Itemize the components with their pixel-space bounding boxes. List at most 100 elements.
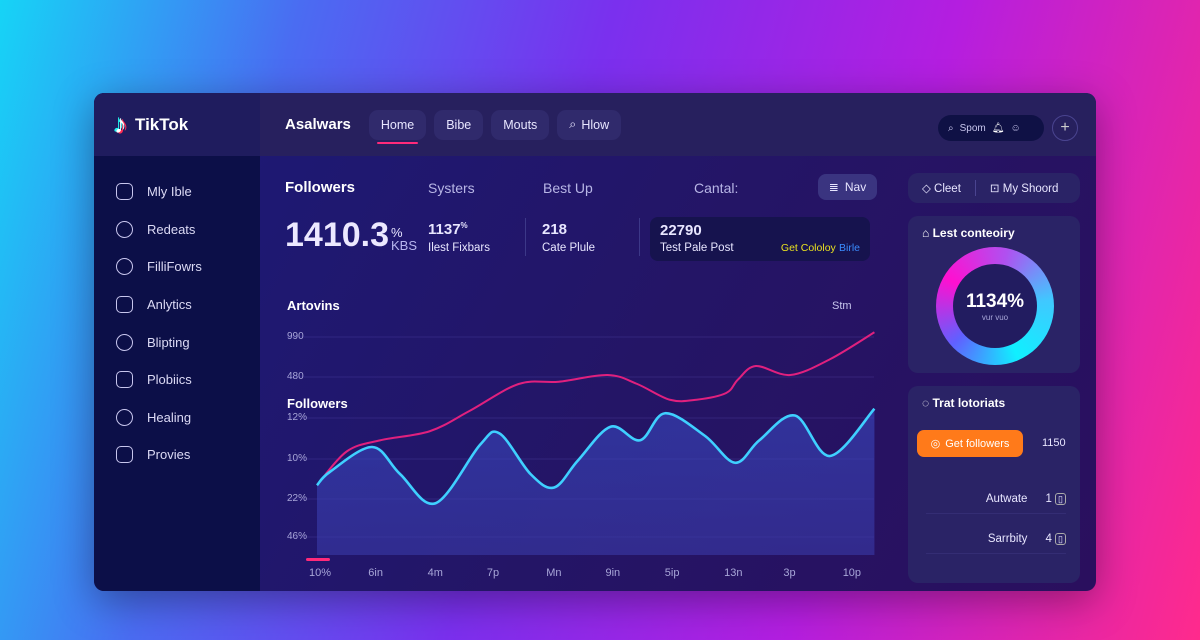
row-label: Autwate [985,492,1028,505]
tiktok-logo-icon: ♪ [114,109,127,139]
right-toolbar: ◇ Cleet ⊡ My Shoord [908,173,1080,203]
sidebar-item-label: Mly Ible [147,184,192,200]
search-text: Spom [959,122,986,134]
sidebar-item-0[interactable]: Mly Ible [116,173,202,211]
donut-ring: 1134% vur vuo [936,247,1054,365]
x-tick-label: Mn [546,567,562,579]
toggle-icon[interactable]: ▯ [1055,532,1066,545]
sidebar-item-label: Redeats [147,221,196,237]
list-icon [116,296,133,314]
followers-chart [287,331,876,555]
get-followers-label: Get followers [945,437,1010,450]
x-tick-label: 4m [427,567,443,579]
clear-button[interactable]: ◇ Cleet [922,183,961,195]
x-tick-label: 10% [309,567,332,579]
stat-value: 218 [542,221,568,238]
y-tick-label: 46% [287,531,308,542]
smile-icon [116,408,133,426]
dashboard-window: ♪ TikTok Mly Ible Redeats FilliFowrs Anly… [94,93,1096,591]
series-line-1 [316,407,876,506]
stat-value: 1137 [428,221,461,238]
y-tick-label: 480 [287,371,304,382]
y-tick-label: 12% [287,412,308,423]
row-value: 4 [1045,532,1052,545]
main-stat: 1410.3 % KBS [285,218,417,252]
sidebar: ♪ TikTok Mly Ible Redeats FilliFowrs Anly… [94,93,260,591]
donut-caption: vur vuo [981,312,1009,322]
sidebar-item-2[interactable]: FilliFowrs [116,248,202,286]
x-tick-label: 6in [368,567,383,579]
logo[interactable]: ♪ TikTok [94,93,260,156]
stat-tab-best-up[interactable]: Best Up [543,180,593,196]
compass-icon [116,258,133,276]
clear-label: Cleet [934,183,961,195]
birle-link[interactable]: Birle [838,242,860,254]
stat-label: Ilest Fixbars [428,242,490,254]
app-name: TikTok [135,114,189,134]
sidebar-item-label: Provies [147,447,191,463]
divider [639,218,640,256]
tab-label: Hlow [581,117,610,132]
donut-card: ⌂ Lest conteoiry 1134% vur vuo [908,216,1080,373]
x-tick-label: 7p [486,567,500,579]
search-input[interactable]: ⌕ Spom 🔔︎ ☺ [938,115,1044,141]
y-tick-label: 990 [287,331,304,342]
sidebar-item-1[interactable]: Redeats [116,211,202,249]
x-tick-label: 3p [783,567,796,579]
stat-tab-systers[interactable]: Systers [428,180,475,196]
get-cololoy-link[interactable]: Get Cololoy [780,242,836,254]
stat-tab-cantal[interactable]: Cantal: [694,180,739,196]
sidebar-item-label: Blipting [147,334,190,350]
chart-title: Artovins [287,298,340,313]
sidebar-item-4[interactable]: Blipting [116,323,202,361]
tab-bibe[interactable]: Bibe [434,109,484,140]
list-card: ◌ Trat lotoriats ◎ Get followers 1150 Aut… [908,386,1080,583]
list-row[interactable]: Sarrbity 4 ▯ [926,524,1066,554]
y-tick-label: 10% [287,453,308,464]
cta-value: 1150 [1042,437,1066,449]
list-row[interactable]: Autwate 1 ▯ [926,484,1066,514]
chart-subtitle: Followers [287,396,348,411]
series-area [317,408,875,555]
stat-label: Cate Plule [542,242,596,254]
image-icon [116,446,133,464]
coin-icon: ◎ [930,438,941,450]
nav-button[interactable]: ≣ Nav [818,174,877,200]
search-icon: ⌕ [569,117,577,131]
tag-icon: ◌ [922,396,930,410]
sidebar-item-7[interactable]: Provies [116,436,202,474]
range-button[interactable]: Stm [832,300,852,312]
stat-tab-followers[interactable]: Followers [285,179,356,196]
sidebar-item-6[interactable]: Healing [116,399,202,437]
stat-item-3: 22790 Test Pale Post Get Cololoy Birle [650,217,870,261]
my-shoord-label: My Shoord [1002,183,1059,195]
menu-icon: ≣ [828,180,839,194]
brush-icon [116,333,133,351]
my-shoord-button[interactable]: ⊡ My Shoord [989,183,1059,195]
y-tick-label: 22% [287,493,308,504]
row-label: Sarrbity [987,532,1028,545]
stat-item-1: 1137% Ilest Fixbars [428,221,490,254]
get-followers-button[interactable]: ◎ Get followers [917,430,1023,457]
toggle-icon[interactable]: ▯ [1055,492,1066,505]
x-tick-label: 10p [842,567,862,579]
search-icon: ⌕ [948,122,954,134]
tab-home[interactable]: Home [368,109,427,144]
sidebar-item-5[interactable]: Plobiics [116,361,202,399]
stat-item-2: 218 Cate Plule [542,221,595,254]
tab-hlow[interactable]: ⌕ Hlow [557,109,622,140]
chart-icon: ⌂ [922,226,930,240]
settings-icon[interactable]: ☺ [1010,122,1021,134]
sidebar-nav: Mly Ible Redeats FilliFowrs Anlytics Bli… [116,173,202,474]
tab-mouts[interactable]: Mouts [491,109,550,140]
scroll-indicator[interactable] [306,558,330,561]
notification-icon[interactable]: 🔔︎ [991,122,1005,134]
main-stat-sup: % [391,225,403,240]
x-tick-label: 13n [724,567,743,579]
sidebar-item-label: Plobiics [147,372,192,388]
add-button[interactable]: + [1052,115,1078,141]
nav-label: Nav [844,180,867,194]
sidebar-item-3[interactable]: Anlytics [116,286,202,324]
document-icon [116,371,133,389]
page-title: Asalwars [285,116,351,133]
